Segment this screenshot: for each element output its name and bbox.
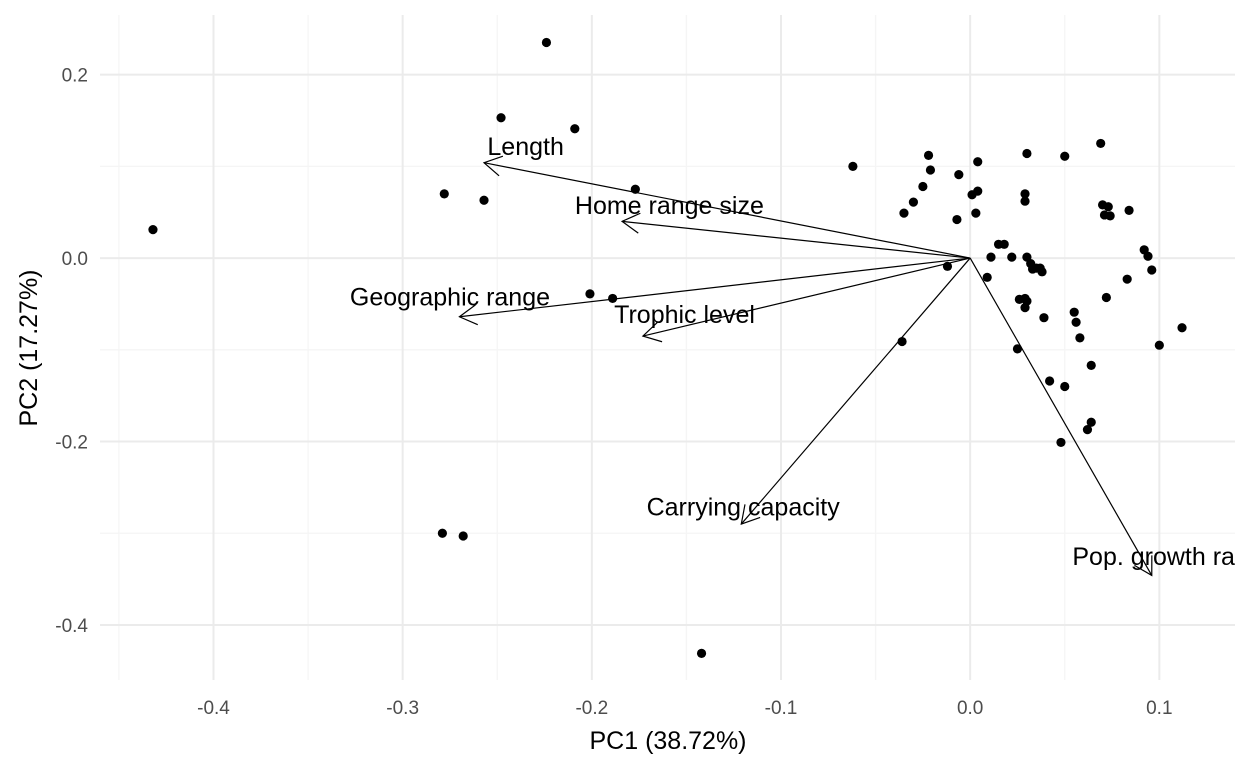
score-point [1060,381,1070,392]
x-tick-label: -0.1 [765,698,798,719]
score-point [458,531,468,541]
score-point [1020,196,1030,206]
score-point [899,208,909,218]
score-point [1060,151,1070,161]
score-point [585,289,595,299]
score-point [1143,251,1153,261]
x-axis-ticks: -0.4 -0.3 -0.2 -0.1 0.0 0.1 [197,698,1172,719]
score-point [479,195,489,205]
score-point [967,190,977,200]
y-tick-label: -0.2 [55,433,88,454]
score-point [1069,307,1079,317]
loading-arrow-line [969,257,1153,576]
score-point [1086,360,1096,370]
score-point [148,225,158,235]
score-point [1045,376,1055,386]
score-point [1105,211,1115,221]
score-point [437,528,447,538]
score-point [1071,317,1081,327]
x-tick-label: 0.0 [957,698,983,719]
loading-arrows [458,155,1153,577]
score-point [973,157,983,167]
score-point [1012,344,1023,354]
loading-arrow-line [459,257,971,318]
score-point [1124,205,1134,215]
loading-arrow-head [620,212,641,234]
score-point [1020,189,1030,199]
score-point [541,37,552,48]
score-point [971,208,981,218]
loading-label: Pop. growth ra [1072,543,1235,571]
score-point [608,293,618,304]
score-point [954,170,964,180]
score-point [496,113,506,123]
loading-arrow-head [482,155,504,177]
score-point [1086,417,1096,427]
score-point [1082,424,1093,435]
score-point [570,124,580,134]
loading-arrow-head [641,321,663,343]
grid-major [100,15,1235,680]
loading-label: Trophic level [614,301,755,329]
x-tick-label: -0.2 [575,698,608,719]
score-point [1101,292,1111,303]
score-point [986,252,996,262]
score-point [1039,313,1049,323]
score-point [1147,265,1157,275]
score-point [918,181,928,192]
y-tick-label: -0.4 [55,616,88,637]
score-point [439,189,449,199]
y-tick-label: 0.0 [62,249,88,270]
y-axis-title: PC2 (17.27%) [15,269,43,426]
loading-labels: Length Home range size Geographic range Tro… [350,133,1235,571]
score-point [848,161,858,171]
score-point [1020,303,1030,313]
score-point [1037,267,1047,277]
score-point [1154,340,1164,350]
y-axis-ticks: 0.2 0.0 -0.2 -0.4 [55,66,88,637]
score-point [1075,333,1085,343]
loading-arrow-line [642,257,971,337]
loading-label: Length [487,133,563,161]
score-point [952,214,962,225]
score-point [908,197,919,207]
score-point [1122,274,1132,284]
score-point [982,272,992,282]
loading-arrow-line [740,257,971,525]
x-tick-label: 0.1 [1146,698,1172,719]
loading-arrow-head [1134,555,1153,577]
score-point [1007,252,1017,262]
score-points [148,37,1187,659]
score-point [1177,323,1187,333]
x-tick-label: -0.3 [386,698,419,719]
score-point [696,648,707,659]
score-point [925,165,936,175]
loading-label: Home range size [575,192,764,220]
loading-label: Geographic range [350,284,550,312]
loading-arrow-line [622,220,971,259]
score-point [1096,138,1106,149]
y-tick-label: 0.2 [62,66,88,87]
score-point [1056,437,1066,448]
score-point [1022,148,1032,159]
score-point [923,150,934,160]
grid-minor [100,15,1235,680]
loading-arrow-line [483,162,971,259]
score-point [999,239,1009,249]
loading-label: Carrying capacity [647,494,841,522]
x-tick-label: -0.4 [197,698,230,719]
score-point [1103,202,1113,212]
score-point [1027,264,1038,274]
loading-arrow-head [458,304,479,326]
x-axis-title: PC1 (38.72%) [589,727,746,755]
loading-arrow-head [740,504,761,525]
